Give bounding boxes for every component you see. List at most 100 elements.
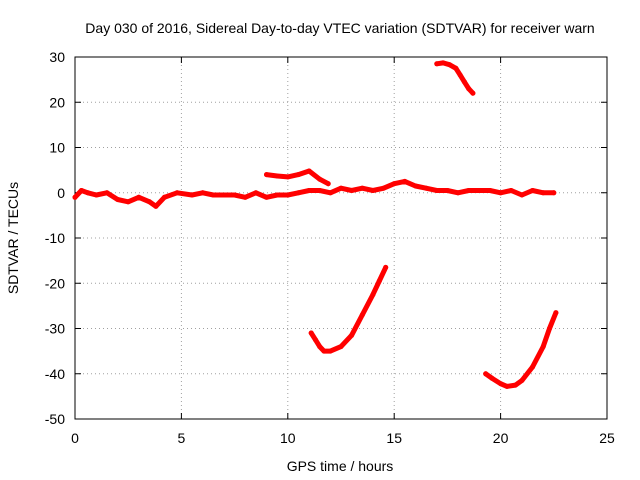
data-point xyxy=(444,188,450,193)
data-point xyxy=(85,190,91,196)
data-point xyxy=(466,188,472,193)
data-point xyxy=(264,172,269,178)
data-point xyxy=(306,168,312,174)
data-point xyxy=(540,190,546,196)
data-point xyxy=(136,194,142,200)
data-point xyxy=(306,188,312,193)
data-series-3 xyxy=(434,60,476,96)
x-tick-label: 10 xyxy=(280,430,296,446)
data-point xyxy=(453,65,459,71)
data-point xyxy=(483,371,489,377)
data-point xyxy=(327,190,333,196)
data-series-2 xyxy=(264,168,331,187)
data-point xyxy=(274,192,280,198)
y-tick-label: 20 xyxy=(49,94,65,110)
x-tick-label: 15 xyxy=(386,430,402,446)
data-point xyxy=(470,90,476,96)
data-point xyxy=(232,192,238,198)
data-point xyxy=(72,194,78,200)
grid-lines xyxy=(75,57,607,419)
x-tick-label: 0 xyxy=(71,430,79,446)
data-point xyxy=(242,194,248,200)
y-tick-label: 30 xyxy=(49,49,65,65)
data-point xyxy=(327,348,333,354)
x-axis-label: GPS time / hours xyxy=(287,458,394,474)
series-line xyxy=(72,178,557,209)
series-line xyxy=(308,264,389,354)
y-tick-label: -50 xyxy=(45,411,65,427)
data-point xyxy=(325,181,331,187)
chart-title: Day 030 of 2016, Sidereal Day-to-day VTE… xyxy=(85,20,594,36)
data-point xyxy=(115,197,121,202)
data-point xyxy=(274,173,280,179)
data-point xyxy=(317,176,323,182)
data-point xyxy=(376,278,382,284)
data-point xyxy=(434,188,440,193)
data-point xyxy=(174,190,180,196)
data-point xyxy=(210,192,216,198)
y-axis-label: SDTVAR / TECUs xyxy=(5,182,21,294)
data-point xyxy=(547,326,552,331)
data-point xyxy=(487,188,493,193)
data-point xyxy=(553,310,559,316)
data-point xyxy=(519,378,525,383)
data-point xyxy=(349,188,355,193)
data-point xyxy=(540,344,546,350)
data-point xyxy=(370,188,376,193)
data-point xyxy=(153,203,159,209)
data-point xyxy=(519,192,525,198)
data-point xyxy=(93,192,99,198)
data-point xyxy=(338,344,344,350)
data-point xyxy=(530,188,535,193)
data-point xyxy=(381,185,387,191)
data-point xyxy=(253,190,259,196)
data-point xyxy=(476,188,482,193)
data-point xyxy=(285,174,291,180)
data-series-4 xyxy=(308,264,389,354)
data-point xyxy=(359,312,365,318)
data-series-5 xyxy=(483,310,559,389)
y-tick-label: -20 xyxy=(45,275,65,291)
data-point xyxy=(489,375,495,381)
data-series-1 xyxy=(72,178,557,209)
axis-ticks: 0 5 10 15 20 25 -50 -40 -30 -20 -10 0 10 20 30 xyxy=(45,49,615,446)
data-point xyxy=(440,60,446,66)
data-point xyxy=(321,348,327,354)
y-tick-label: -30 xyxy=(45,321,65,337)
data-point xyxy=(461,79,467,85)
data-point xyxy=(147,199,152,205)
x-tick-label: 20 xyxy=(493,430,509,446)
data-point xyxy=(104,190,110,196)
data-point xyxy=(551,190,557,196)
data-series xyxy=(72,60,559,389)
data-point xyxy=(161,194,167,200)
x-tick-label: 5 xyxy=(178,430,186,446)
data-point xyxy=(423,185,429,191)
data-point xyxy=(125,199,131,205)
data-point xyxy=(498,381,504,387)
data-point xyxy=(504,383,510,389)
data-point xyxy=(447,62,452,68)
data-point xyxy=(338,185,344,191)
y-tick-label: -40 xyxy=(45,366,65,382)
y-tick-label: 10 xyxy=(49,140,65,156)
data-point xyxy=(383,264,389,270)
data-point xyxy=(508,188,514,193)
data-point xyxy=(317,344,323,350)
data-point xyxy=(317,188,323,193)
data-point xyxy=(455,190,461,196)
data-point xyxy=(370,292,376,298)
data-point xyxy=(295,172,301,178)
data-point xyxy=(498,190,504,196)
data-point xyxy=(513,382,518,388)
data-point xyxy=(200,190,206,196)
data-point xyxy=(457,72,463,78)
data-point xyxy=(466,86,472,92)
data-point xyxy=(189,192,195,198)
data-point xyxy=(264,194,269,200)
data-point xyxy=(285,192,291,198)
data-point xyxy=(221,192,227,198)
x-tick-label: 25 xyxy=(599,430,615,446)
data-point xyxy=(313,337,318,343)
y-tick-label: -10 xyxy=(45,230,65,246)
